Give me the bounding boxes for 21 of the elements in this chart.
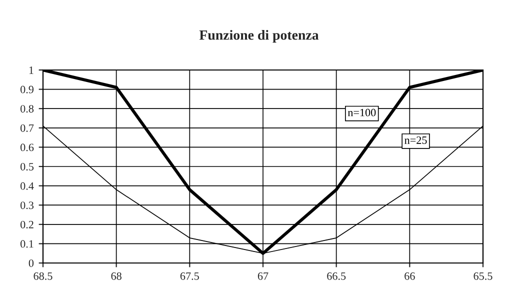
x-tick-label: 68.5 [34,272,52,280]
x-tick-label: 66 [404,272,415,280]
series-label: n=100 [348,108,376,116]
text: n=25 [404,136,427,144]
y-tick-label: 0.2 [20,220,34,228]
y-tick-label: 0.1 [20,240,34,248]
y-tick-label: 0.3 [20,202,34,210]
y-tick-label: 0.7 [20,124,34,132]
x-tick-label: 68 [111,272,122,280]
x-tick-label: 67 [258,272,268,280]
x-tick-label: 66.5 [327,272,346,280]
y-tick-label: 0.8 [20,105,34,113]
y-tick-label: 0.9 [20,86,34,94]
y-tick-label: 0.5 [20,162,34,171]
x-tick-label: 65.5 [474,272,492,280]
y-tick-label: 0 [28,259,34,267]
x-tick-label: 67.5 [180,272,199,280]
y-tick-label: 1 [29,66,34,74]
y-tick-label: 0.4 [20,182,34,190]
chart-title: Funzione di potenza [199,30,319,43]
y-tick-label: 0.6 [20,144,34,152]
